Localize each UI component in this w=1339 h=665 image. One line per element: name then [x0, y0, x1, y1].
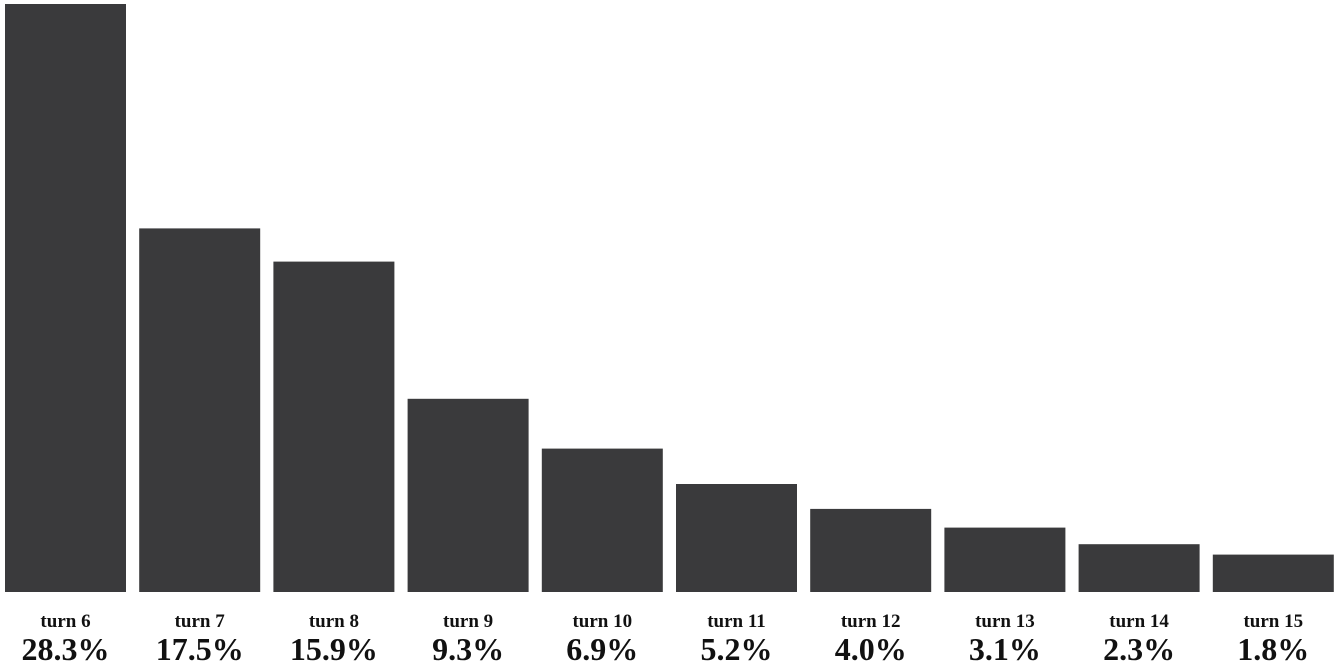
value-label: 1.8%: [1237, 631, 1309, 665]
category-label: turn 12: [841, 611, 901, 632]
value-label: 3.1%: [969, 631, 1041, 665]
category-label: turn 14: [1109, 611, 1169, 632]
value-labels-group: 28.3% 17.5% 15.9% 9.3% 6.9% 5.2% 4.0% 3.1% 2.3% 1…: [22, 631, 1310, 665]
value-label: 2.3%: [1103, 631, 1175, 665]
category-label: turn 8: [309, 611, 359, 632]
category-label: turn 6: [40, 611, 90, 632]
bar-turn-13: [944, 527, 1066, 592]
value-label: 4.0%: [835, 631, 907, 665]
bar-turn-6: [5, 4, 126, 592]
category-label: turn 15: [1243, 611, 1303, 632]
value-label: 15.9%: [290, 631, 378, 665]
category-label: turn 10: [572, 611, 632, 632]
category-label: turn 9: [443, 611, 493, 632]
category-label: turn 11: [707, 611, 766, 632]
value-label: 9.3%: [432, 631, 504, 665]
bar-turn-7: [139, 228, 261, 592]
bar-turn-11: [676, 484, 797, 592]
value-label: 17.5%: [156, 631, 244, 665]
bar-turn-15: [1212, 554, 1334, 592]
category-labels-group: turn 6 turn 7 turn 8 turn 9 turn 10 turn 11 tu…: [40, 611, 1303, 632]
bar-turn-9: [407, 398, 529, 592]
bar-turn-10: [541, 448, 663, 592]
bars-group: [5, 4, 1334, 592]
category-label: turn 13: [975, 611, 1035, 632]
value-label: 6.9%: [566, 631, 638, 665]
value-label: 28.3%: [22, 631, 110, 665]
bar-turn-8: [273, 261, 395, 592]
category-label: turn 7: [175, 611, 226, 632]
bar-turn-14: [1078, 544, 1200, 592]
bar-turn-12: [810, 508, 932, 592]
value-label: 5.2%: [701, 631, 773, 665]
